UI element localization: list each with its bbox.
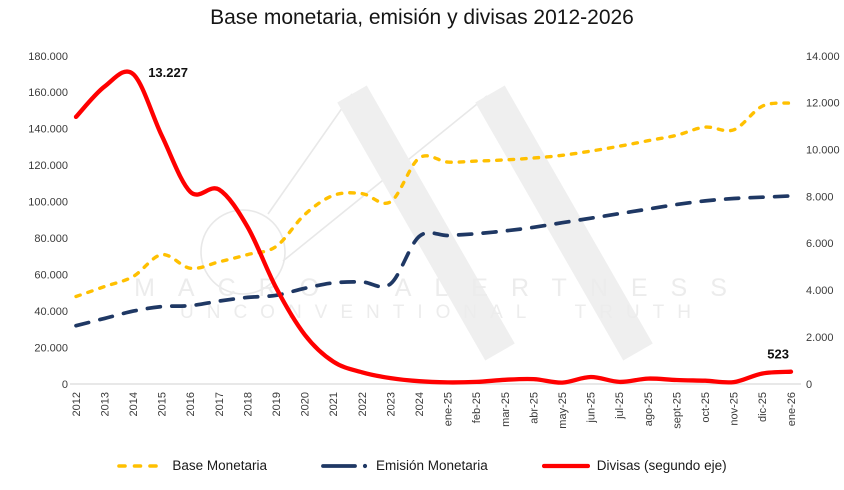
x-axis-tick: 2018	[242, 392, 254, 416]
y-axis-left-tick: 0	[62, 379, 68, 391]
x-axis-tick: 2013	[99, 392, 111, 416]
y-axis-left-tick: 80.000	[34, 233, 68, 245]
x-axis-tick: abr-25	[528, 392, 540, 424]
x-axis-tick: feb-25	[471, 392, 483, 423]
y-axis-right-tick: 12.000	[806, 98, 840, 110]
chart-title: Base monetaria, emisión y divisas 2012-2…	[210, 6, 634, 29]
x-axis-tick: 2021	[328, 392, 340, 416]
y-axis-right-tick: 10.000	[806, 145, 840, 157]
x-axis-tick: 2020	[300, 392, 312, 416]
legend-swatch-dashed-line-icon	[117, 463, 166, 468]
x-axis-tick: jul-25	[614, 392, 626, 420]
y-axis-right-tick: 6.000	[806, 238, 834, 250]
end-annotation: 523	[767, 347, 789, 362]
x-axis-tick: 2024	[414, 392, 426, 416]
series-line-base-monetaria	[74, 101, 793, 299]
x-axis-tick: 2017	[214, 392, 226, 416]
y-axis-right-tick: 14.000	[806, 51, 840, 63]
legend-item-base-monetaria: Base Monetaria	[117, 458, 267, 473]
peak-annotation: 13.227	[148, 65, 188, 80]
y-axis-left-tick: 100.000	[28, 197, 68, 209]
x-axis-tick: 2015	[157, 392, 169, 416]
x-axis-tick: ene-25	[443, 392, 455, 426]
y-axis-left-tick: 20.000	[34, 342, 68, 354]
y-axis-left-tick: 160.000	[28, 87, 68, 99]
x-axis-tick: 2014	[128, 392, 140, 416]
x-axis-tick: 2016	[185, 392, 197, 416]
series-line-divisas-segundo-eje	[73, 69, 794, 385]
watermark-text-line2: UNCONVENTIONAL TRUTH	[180, 302, 704, 323]
y-axis-left-tick: 40.000	[34, 306, 68, 318]
x-axis-tick: sept-25	[671, 392, 683, 429]
y-axis-left-tick: 180.000	[28, 51, 68, 63]
x-axis-tick: mar-25	[500, 392, 512, 427]
y-axis-right-tick: 8.000	[806, 191, 834, 203]
x-axis-tick: oct-25	[700, 392, 712, 423]
x-axis-tick: 2022	[357, 392, 369, 416]
x-axis-tick: 2012	[71, 392, 83, 416]
y-axis-right-tick: 4.000	[806, 285, 834, 297]
legend-item-emision-monetaria: Emisión Monetaria	[321, 458, 488, 473]
y-axis-left-tick: 60.000	[34, 270, 68, 282]
x-axis-tick: 2023	[385, 392, 397, 416]
legend-label-base-monetaria: Base Monetaria	[172, 458, 267, 473]
x-axis-tick: ago-25	[643, 392, 655, 426]
x-axis-tick: ene-26	[786, 392, 798, 426]
legend-label-divisas: Divisas (segundo eje)	[596, 458, 727, 473]
series-line-emisi-n-monetaria	[74, 194, 793, 328]
legend-swatch-solid-line-icon	[541, 463, 590, 468]
y-axis-left-tick: 140.000	[28, 124, 68, 136]
y-axis-right-tick: 2.000	[806, 332, 834, 344]
x-axis-tick: nov-25	[729, 392, 741, 426]
y-axis-right-tick: 0	[806, 379, 812, 391]
legend-swatch-dash-dot-line-icon	[321, 463, 368, 468]
x-axis-tick: jun-25	[586, 392, 598, 424]
y-axis-left-tick: 120.000	[28, 160, 68, 172]
x-axis-tick: 2019	[271, 392, 283, 416]
legend-label-emision-monetaria: Emisión Monetaria	[375, 458, 488, 473]
x-axis-tick: may-25	[557, 392, 569, 429]
x-axis-tick: dic-25	[757, 392, 769, 422]
legend-item-divisas: Divisas (segundo eje)	[541, 458, 727, 473]
chart-legend: Base Monetaria Emisión Monetaria Divisas…	[0, 458, 844, 473]
